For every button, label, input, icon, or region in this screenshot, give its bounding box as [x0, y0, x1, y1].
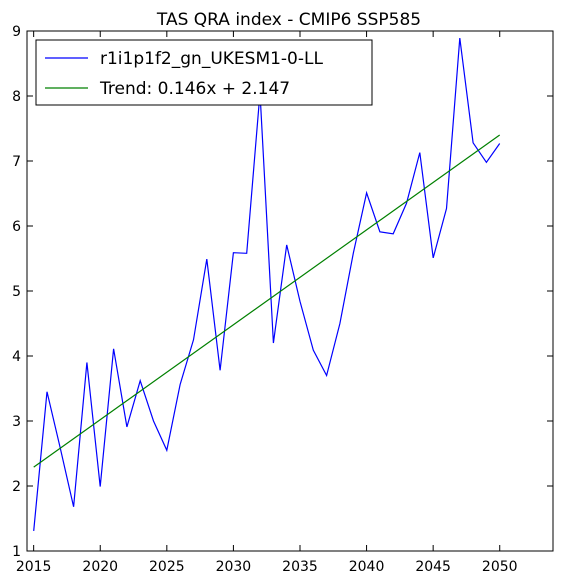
y-tick-label: 4	[12, 349, 21, 365]
x-tick-label: 2050	[482, 559, 518, 575]
y-tick-label: 8	[12, 89, 21, 105]
legend-label: r1i1p1f2_gn_UKESM1-0-LL	[100, 49, 323, 69]
x-tick-label: 2015	[16, 559, 52, 575]
y-tick-label: 1	[12, 544, 21, 560]
x-tick-label: 2035	[282, 559, 318, 575]
x-tick-label: 2025	[149, 559, 185, 575]
y-tick-label: 5	[12, 284, 21, 300]
y-tick-label: 9	[12, 24, 21, 40]
y-tick-label: 6	[12, 219, 21, 235]
y-tick-label: 2	[12, 479, 21, 495]
legend-box	[35, 39, 373, 106]
x-tick-label: 2040	[349, 559, 385, 575]
plot-area-frame	[26, 30, 554, 552]
y-tick-label: 7	[12, 154, 21, 170]
legend: r1i1p1f2_gn_UKESM1-0-LL Trend: 0.146x + 2…	[35, 39, 373, 106]
axis-ticks: 2015 2020 2025 2030 2035 2040 2045 2050 1 2 3 4 5 6 7 8…	[12, 24, 553, 575]
series-line-model	[33, 38, 501, 531]
x-tick-label: 2030	[216, 559, 252, 575]
x-tick-label: 2045	[415, 559, 451, 575]
legend-label: Trend: 0.146x + 2.147	[99, 79, 290, 99]
chart-title: TAS QRA index - CMIP6 SSP585	[156, 10, 421, 30]
series-lines	[33, 38, 501, 531]
x-tick-label: 2020	[82, 559, 118, 575]
series-line-trend	[33, 134, 501, 468]
y-tick-label: 3	[12, 414, 21, 430]
